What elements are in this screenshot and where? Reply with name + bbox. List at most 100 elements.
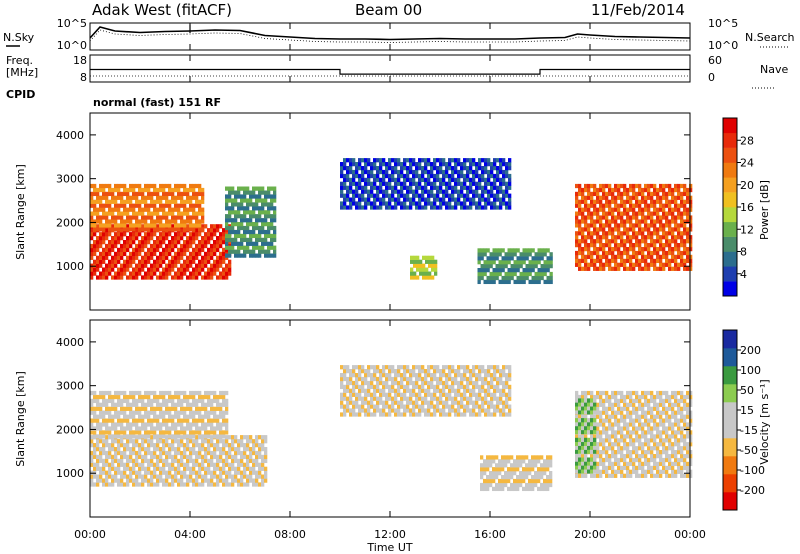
data-cell: [96, 478, 100, 483]
data-cell: [111, 426, 115, 431]
data-cell: [379, 376, 383, 382]
data-cell: [502, 169, 506, 175]
data-cell: [599, 414, 603, 419]
power-cells: [90, 158, 693, 285]
data-cell: [373, 173, 377, 179]
data-cell: [436, 369, 440, 374]
data-cell: [174, 478, 178, 483]
data-cell: [159, 183, 163, 189]
data-cell: [216, 243, 220, 249]
data-cell: [352, 388, 356, 393]
data-cell: [496, 158, 500, 163]
data-cell: [531, 467, 535, 472]
data-cell: [349, 205, 353, 210]
data-cell: [487, 365, 491, 370]
data-cell: [391, 189, 395, 194]
data-cell: [623, 434, 627, 439]
data-cell: [499, 166, 503, 171]
data-cell: [216, 402, 220, 407]
data-cell: [546, 475, 550, 480]
data-cell: [270, 245, 274, 250]
data-cell: [481, 169, 485, 175]
data-cell: [111, 414, 115, 419]
data-cell: [225, 422, 229, 427]
data-cell: [183, 398, 187, 404]
data-cell: [343, 173, 347, 179]
data-cell: [499, 376, 503, 382]
data-cell: [192, 232, 196, 237]
data-cell: [490, 384, 494, 390]
data-cell: [225, 186, 229, 191]
data-cell: [355, 181, 359, 186]
data-cell: [686, 187, 690, 193]
data-cell: [364, 189, 368, 194]
data-cell: [168, 454, 172, 460]
data-cell: [102, 439, 106, 444]
data-cell: [346, 408, 350, 413]
data-cell: [650, 406, 654, 411]
data-cell: [421, 404, 425, 409]
data-cell: [626, 473, 630, 478]
data-cell: [418, 396, 422, 401]
data-cell: [409, 189, 413, 194]
data-cell: [611, 258, 615, 264]
data-cell: [608, 426, 612, 431]
data-cell: [629, 247, 633, 252]
data-cell: [343, 185, 347, 190]
data-cell: [162, 247, 166, 253]
data-cell: [186, 439, 190, 444]
data-cell: [261, 218, 265, 223]
data-cell: [192, 470, 196, 475]
data-cell: [123, 203, 127, 208]
data-cell: [153, 207, 157, 212]
data-cell: [150, 191, 154, 197]
data-cell: [487, 404, 491, 409]
data-cell: [662, 187, 666, 193]
data-cell: [99, 426, 103, 431]
data-cell: [451, 400, 455, 405]
data-cell: [255, 237, 259, 243]
data-cell: [641, 450, 645, 455]
data-cell: [641, 446, 645, 451]
data-cell: [410, 255, 414, 260]
data-cell: [528, 459, 532, 464]
data-cell: [415, 396, 419, 401]
data-cell: [620, 406, 624, 411]
data-cell: [198, 430, 202, 435]
data-cell: [132, 478, 136, 483]
data-cell: [418, 369, 422, 374]
data-cell: [388, 197, 392, 202]
data-cell: [189, 203, 193, 208]
data-cell: [99, 422, 103, 427]
data-cell: [519, 463, 523, 468]
data-cell: [207, 430, 211, 435]
data-cell: [505, 162, 509, 167]
data-cell: [349, 189, 353, 194]
data-cell: [96, 191, 100, 197]
data-cell: [165, 203, 169, 208]
data-cell: [668, 266, 672, 271]
data-cell: [433, 392, 437, 397]
data-cell: [463, 193, 467, 198]
data-cell: [495, 271, 499, 277]
data-cell: [174, 454, 178, 460]
data-cell: [510, 455, 514, 460]
data-cell: [581, 247, 585, 252]
data-cell: [373, 392, 377, 397]
data-cell: [90, 211, 94, 216]
data-cell: [120, 474, 124, 479]
data-cell: [231, 439, 235, 444]
data-cell: [249, 435, 253, 440]
data-cell: [617, 211, 621, 216]
data-cell: [195, 251, 199, 257]
data-cell: [213, 390, 217, 396]
data-cell: [114, 394, 118, 400]
data-cell: [454, 169, 458, 175]
data-cell: [165, 422, 169, 427]
data-cell: [349, 185, 353, 190]
data-cell: [174, 474, 178, 479]
data-cell: [578, 258, 582, 264]
data-cell: [611, 465, 615, 471]
data-cell: [129, 263, 133, 268]
data-cell: [394, 177, 398, 183]
